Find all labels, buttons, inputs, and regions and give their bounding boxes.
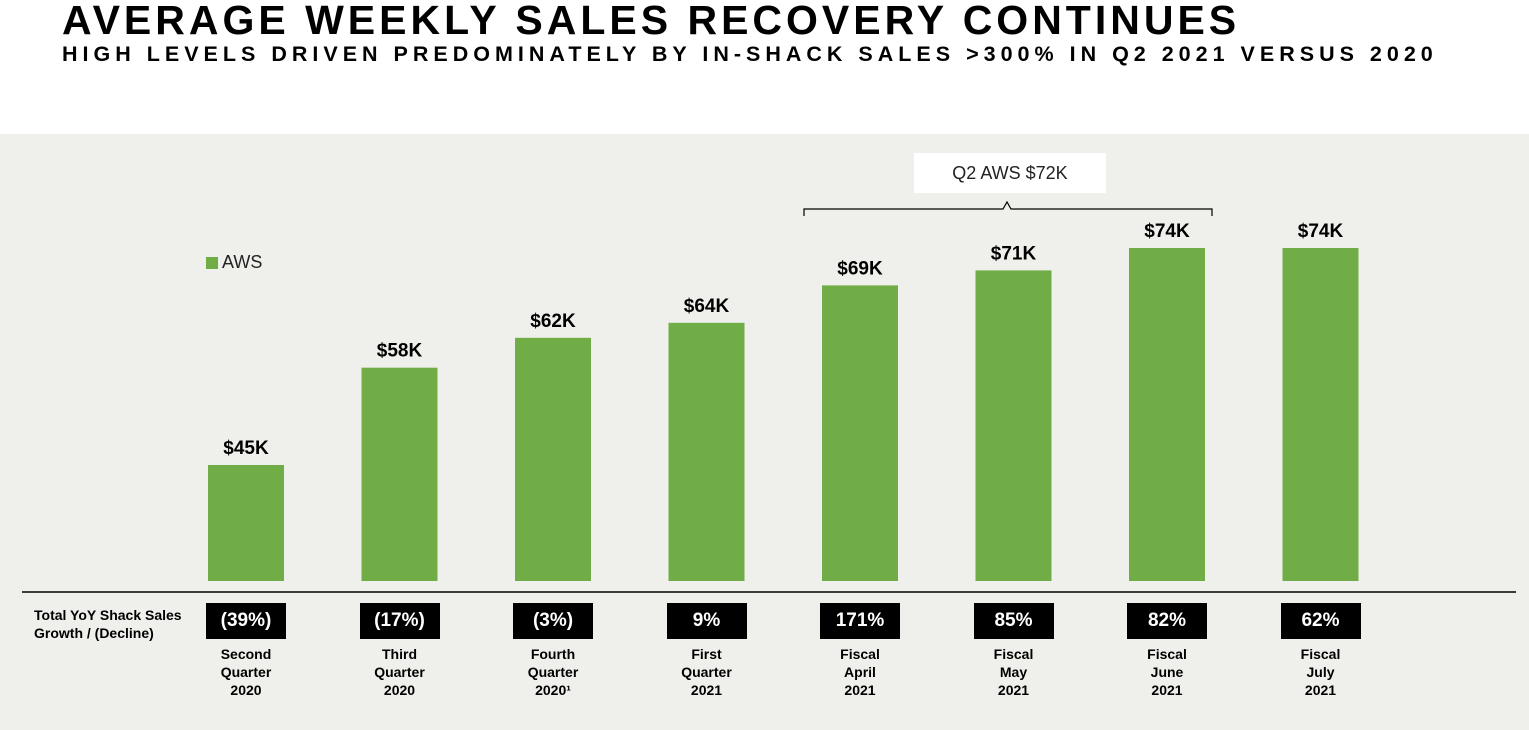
data-labels-layer: $45K $58K $62K $64K $69K $71K $74K $74K <box>223 221 1343 459</box>
data-label-5: $71K <box>991 243 1037 264</box>
category-label-4: Fiscal April 2021 <box>840 646 880 698</box>
category-label-2: Fourth Quarter 2020¹ <box>527 646 579 698</box>
category-label-0: Second Quarter 2020 <box>220 646 272 698</box>
q2-bracket <box>803 200 1213 216</box>
category-label-6: Fiscal June 2021 <box>1147 646 1187 698</box>
category-label-3: First Quarter 2021 <box>681 646 732 698</box>
data-label-1: $58K <box>377 341 423 362</box>
data-label-2: $62K <box>530 311 576 332</box>
category-label-7: Fiscal July 2021 <box>1300 646 1341 698</box>
bar-6 <box>1129 248 1205 581</box>
growth-badge-7: 62% <box>1280 603 1361 639</box>
data-label-4: $69K <box>837 258 883 279</box>
bar-5 <box>975 270 1052 581</box>
data-label-3: $64K <box>684 296 730 317</box>
bar-7 <box>1282 248 1359 581</box>
growth-row-label-line1: Total YoY Shack Sales <box>34 607 182 623</box>
page-subtitle: HIGH LEVELS DRIVEN PREDOMINATELY BY IN-S… <box>62 42 1438 66</box>
category-label-1: Third Quarter 2020 <box>374 646 425 698</box>
growth-badge-5: 85% <box>973 603 1054 639</box>
growth-badge-3: 9% <box>666 603 747 639</box>
bar-4 <box>822 285 898 581</box>
data-label-6: $74K <box>1144 221 1190 242</box>
growth-badge-2: (3%) <box>513 603 593 639</box>
bars-layer <box>208 248 1359 581</box>
legend-label-aws: AWS <box>222 252 263 272</box>
q2-aws-callout: Q2 AWS $72K <box>914 153 1106 193</box>
bar-3 <box>668 322 745 581</box>
growth-badge-0: (39%) <box>206 603 286 639</box>
category-label-5: Fiscal May 2021 <box>993 646 1034 698</box>
growth-badge-1: (17%) <box>359 603 440 639</box>
bar-1 <box>361 367 438 581</box>
growth-badge-4: 171% <box>820 603 900 639</box>
growth-badge-6: 82% <box>1127 603 1207 639</box>
bar-0 <box>208 465 284 581</box>
legend-swatch-aws <box>206 256 218 269</box>
data-label-0: $45K <box>223 438 269 459</box>
page-title: AVERAGE WEEKLY SALES RECOVERY CONTINUES <box>62 0 1241 43</box>
growth-row-label: Total YoY Shack Sales Growth / (Decline) <box>34 606 182 642</box>
bar-2 <box>515 337 591 581</box>
growth-row-label-line2: Growth / (Decline) <box>34 625 154 641</box>
chart-legend: AWS <box>206 252 262 273</box>
data-label-7: $74K <box>1298 221 1344 242</box>
